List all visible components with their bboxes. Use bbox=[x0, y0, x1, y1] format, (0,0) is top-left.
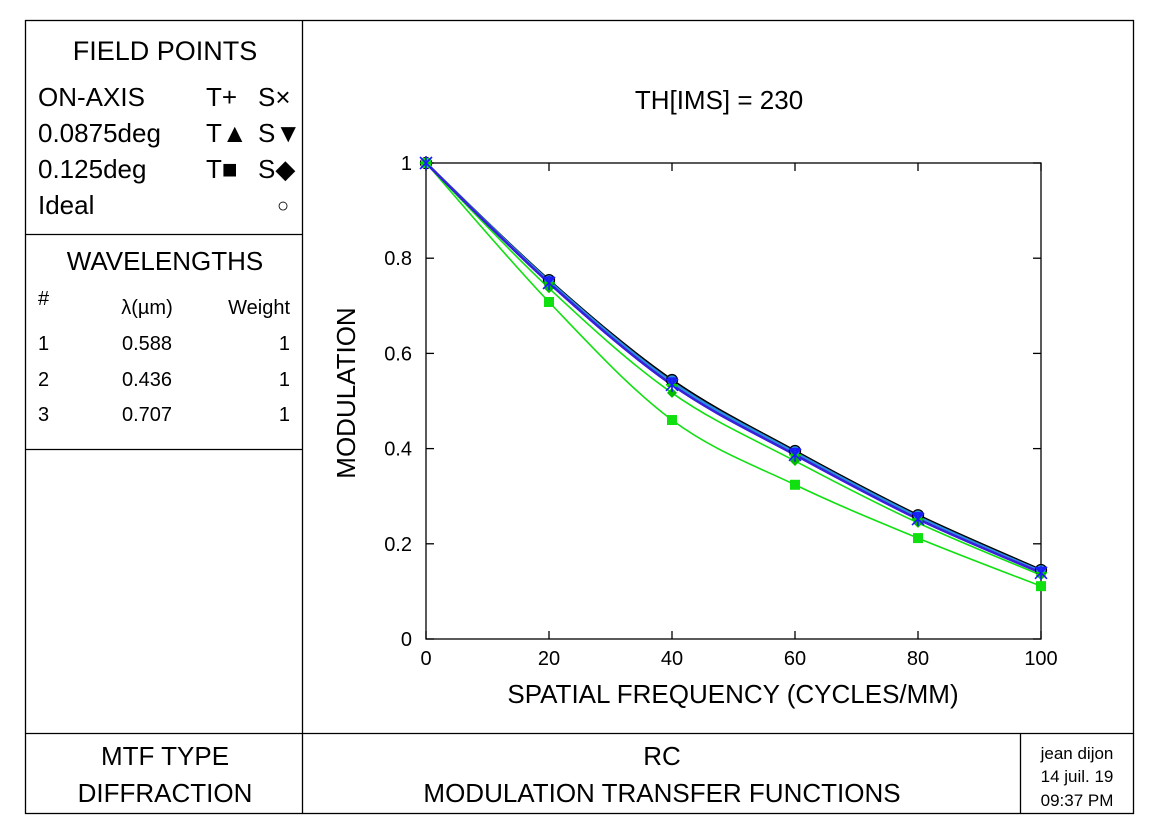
data-point-cross bbox=[419, 156, 433, 170]
y-axis-label: MODULATION bbox=[331, 307, 361, 478]
wavelength-row: 1 0.588 1 bbox=[38, 333, 290, 355]
markers-ideal bbox=[419, 156, 1048, 577]
data-point-cross bbox=[1034, 565, 1048, 580]
y-tick-label: 0.6 bbox=[384, 343, 412, 365]
legend-0.0875deg-s-marker: S▼ bbox=[258, 118, 301, 148]
field-points-legend: FIELD POINTS ON-AXIS T+ S× 0.0875deg T▲ … bbox=[38, 36, 301, 220]
wavelength-index: 2 bbox=[38, 369, 49, 391]
markers-on-axis-t bbox=[420, 157, 1047, 579]
data-point-square bbox=[790, 479, 800, 490]
mtf-type-label: MTF TYPE bbox=[101, 741, 229, 771]
legend-0.0875deg-t-marker: T▲ bbox=[206, 118, 248, 148]
series-0.0875deg-t bbox=[425, 162, 1042, 573]
markers-0.0875deg-t bbox=[421, 158, 1046, 577]
outer-frame bbox=[24, 19, 1135, 815]
system-name: RC bbox=[643, 741, 681, 771]
wavelengths-title: WAVELENGTHS bbox=[67, 246, 263, 276]
x-tick-label: 100 bbox=[1024, 648, 1057, 670]
wavelengths-table: WAVELENGTHS # λ(µm) Weight 1 0.588 1 2 0… bbox=[38, 246, 290, 426]
wavelength-header-weight: Weight bbox=[228, 297, 290, 319]
data-point-cross bbox=[542, 275, 556, 290]
x-tick-label: 0 bbox=[420, 648, 431, 670]
wavelength-row: 2 0.436 1 bbox=[38, 369, 290, 391]
data-point-square bbox=[1036, 581, 1046, 592]
series-0.0875deg-s bbox=[425, 162, 1042, 573]
markers-0.125deg-s bbox=[421, 158, 1046, 581]
chart-title: TH[IMS] = 230 bbox=[635, 85, 803, 115]
data-point-square bbox=[544, 296, 554, 307]
plot-area bbox=[425, 162, 1042, 640]
data-point-cross bbox=[911, 512, 925, 527]
field-points-title: FIELD POINTS bbox=[73, 36, 258, 66]
x-tick-label: 60 bbox=[784, 648, 806, 670]
data-point-cross bbox=[788, 447, 802, 462]
mtf-type-value: DIFFRACTION bbox=[78, 778, 253, 808]
plot-date: 14 juil. 19 bbox=[1041, 767, 1114, 786]
y-tick-label: 0.8 bbox=[384, 248, 412, 270]
plot-type-title: MODULATION TRANSFER FUNCTIONS bbox=[423, 778, 900, 808]
data-point-diamond bbox=[667, 387, 677, 398]
legend-on-axis-s-marker: S× bbox=[258, 82, 291, 112]
legend-0.125deg-t-marker: T■ bbox=[206, 154, 238, 184]
data-point-cross bbox=[665, 377, 679, 392]
series-line bbox=[425, 162, 1042, 574]
y-tick-label: 0 bbox=[401, 629, 412, 651]
wavelength-header-index: # bbox=[38, 288, 50, 310]
series-0.125deg-s bbox=[425, 162, 1042, 576]
markers-0.0875deg-s bbox=[421, 158, 1046, 577]
series-line bbox=[425, 162, 1042, 587]
legend-ideal-label: Ideal bbox=[38, 190, 94, 220]
axis-ticks: 0 20 40 60 80 100 0 0.2 0.4 0.6 0.8 1 bbox=[384, 153, 1058, 670]
user-name: jean dijon bbox=[1040, 744, 1114, 763]
wavelength-index: 3 bbox=[38, 404, 49, 426]
wavelength-weight: 1 bbox=[279, 404, 290, 426]
wavelength-index: 1 bbox=[38, 333, 49, 355]
data-point-square bbox=[667, 415, 677, 426]
wavelength-value: 0.436 bbox=[122, 369, 172, 391]
y-tick-label: 1 bbox=[401, 153, 412, 175]
series-line bbox=[425, 162, 1042, 573]
series-line bbox=[425, 162, 1042, 572]
wavelength-weight: 1 bbox=[279, 369, 290, 391]
series-line bbox=[425, 162, 1042, 573]
x-tick-label: 40 bbox=[661, 648, 683, 670]
x-tick-label: 80 bbox=[907, 648, 929, 670]
series-line bbox=[425, 162, 1042, 574]
plot-time: 09:37 PM bbox=[1041, 791, 1114, 810]
data-point-square bbox=[913, 533, 923, 544]
wavelength-weight: 1 bbox=[279, 333, 290, 355]
series-0.125deg-t bbox=[425, 162, 1042, 587]
series-on-axis-t bbox=[425, 162, 1042, 574]
series-ideal bbox=[425, 162, 1042, 572]
series-on-axis-s bbox=[425, 162, 1042, 574]
wavelength-value: 0.588 bbox=[122, 333, 172, 355]
legend-ideal-marker: ○ bbox=[277, 195, 289, 217]
legend-on-axis-label: ON-AXIS bbox=[38, 82, 145, 112]
wavelength-value: 0.707 bbox=[122, 404, 172, 426]
x-tick-label: 20 bbox=[538, 648, 560, 670]
x-axis-label: SPATIAL FREQUENCY (CYCLES/MM) bbox=[507, 679, 958, 709]
markers-on-axis-s bbox=[419, 156, 1048, 580]
wavelength-row: 3 0.707 1 bbox=[38, 404, 290, 426]
markers-0.125deg-t bbox=[421, 158, 1046, 592]
series-layer bbox=[419, 156, 1048, 592]
wavelength-header-lambda: λ(µm) bbox=[121, 297, 173, 319]
legend-on-axis-t-marker: T+ bbox=[206, 82, 237, 112]
y-tick-label: 0.4 bbox=[384, 439, 412, 461]
legend-0.125deg-label: 0.125deg bbox=[38, 154, 146, 184]
series-line bbox=[425, 162, 1042, 576]
y-tick-label: 0.2 bbox=[384, 534, 412, 556]
legend-0.0875deg-label: 0.0875deg bbox=[38, 118, 161, 148]
legend-0.125deg-s-marker: S◆ bbox=[258, 154, 295, 184]
